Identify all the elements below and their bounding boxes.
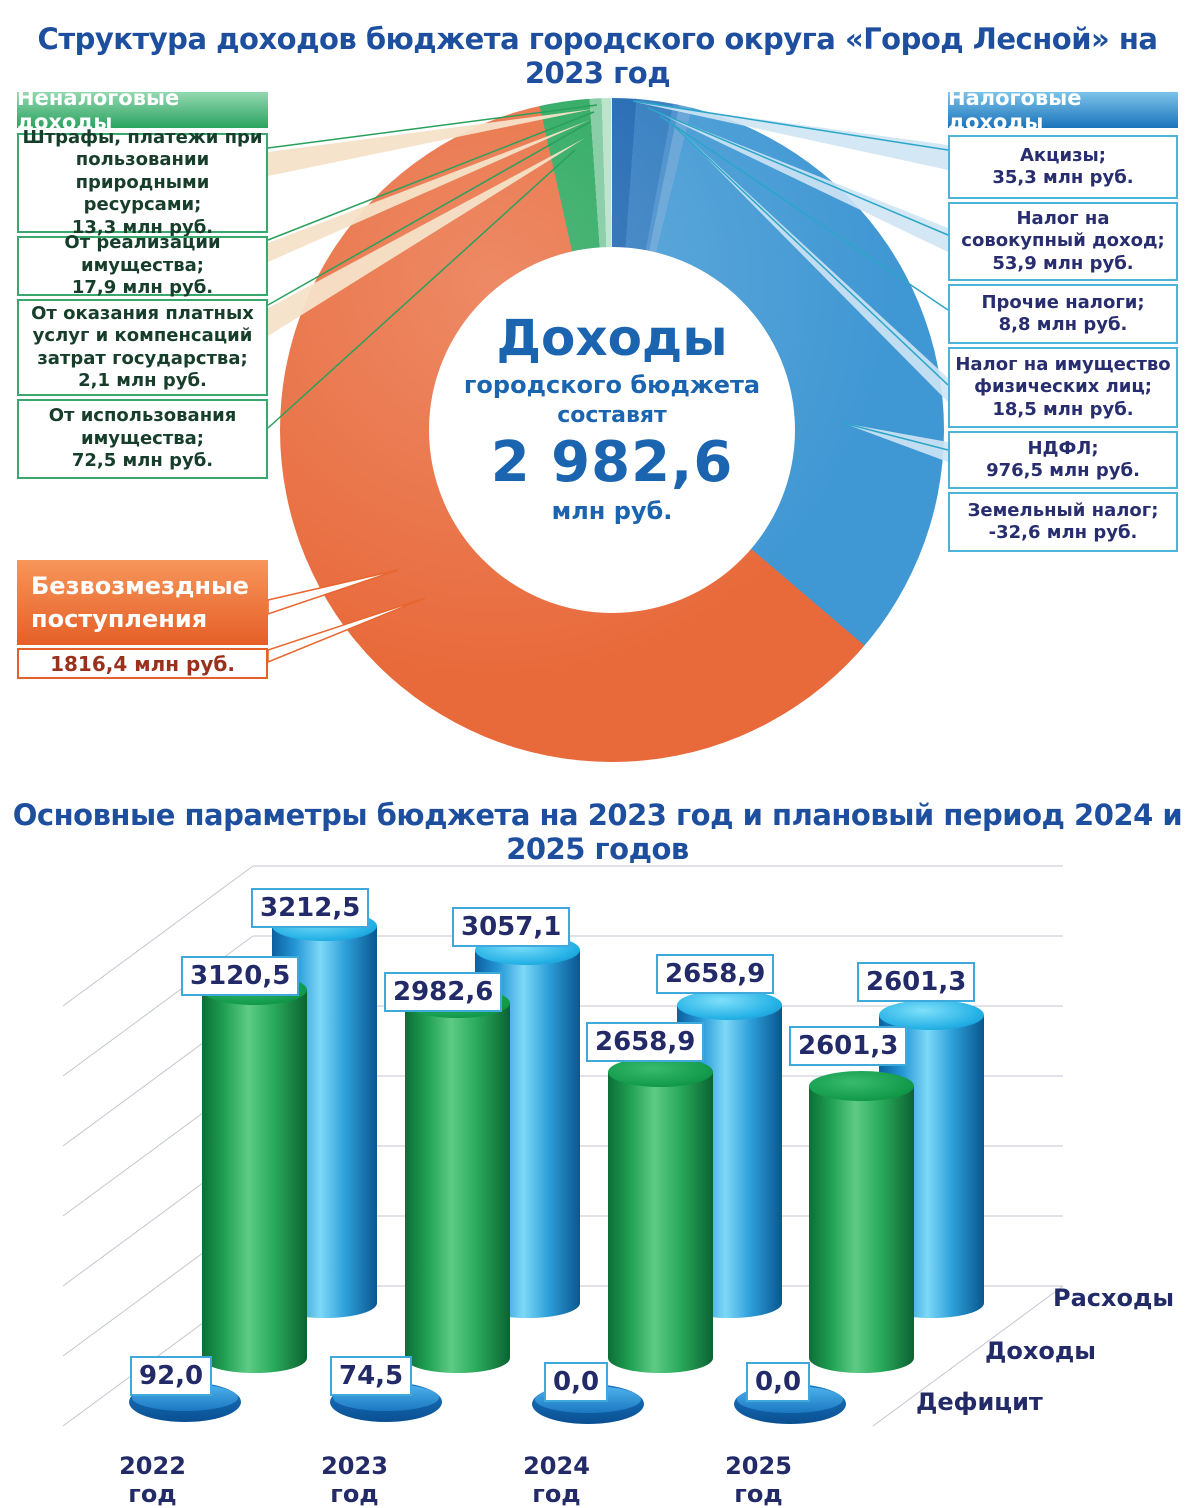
callout-fines: Штрафы, платежи при пользовании природны… (17, 127, 268, 238)
callout-excise: Акцизы; 35,3 млн руб. (948, 135, 1178, 199)
income-value-2022: 3120,5 (181, 956, 300, 996)
year-label-2024: 2024 год (523, 1452, 590, 1508)
callout-label: От оказания платных услуг и компенсаций … (31, 302, 254, 369)
year-label-2022: 2022 год (119, 1452, 186, 1508)
gratuitous-label: Безвозмездные поступления (31, 572, 249, 633)
center-total-value: 2 982,6 (490, 429, 734, 495)
gratuitous-header: Безвозмездные поступления (17, 560, 268, 645)
callout-label: Налог на совокупный доход; (961, 207, 1165, 252)
legend-expenses: Расходы (1053, 1284, 1175, 1312)
income-bar-2024 (608, 1057, 713, 1373)
income-bar-2023 (405, 988, 510, 1373)
legend-deficit: Дефицит (916, 1388, 1043, 1416)
donut-chart-title: Структура доходов бюджета городского окр… (37, 22, 1158, 90)
callout-label: От использования имущества; (48, 405, 237, 449)
deficit-value-2025: 0,0 (746, 1362, 811, 1402)
tax-header: Налоговые доходы (948, 86, 1178, 134)
expense-value-2025: 2601,3 (857, 962, 976, 1002)
callout-value: 13,3 млн руб. (71, 216, 214, 238)
non-tax-header: Неналоговые доходы (17, 86, 268, 134)
deficit-value-2023: 74,5 (330, 1356, 413, 1396)
callout-value: 18,5 млн руб. (992, 398, 1134, 420)
cylinder-cap (879, 1000, 984, 1030)
year-label-2025: 2025 год (725, 1452, 792, 1508)
callout-land-tax: Земельный налог; -32,6 млн руб. (948, 492, 1178, 552)
deficit-value-2022: 92,0 (130, 1356, 213, 1396)
callout-property-use: От использования имущества; 72,5 млн руб… (17, 399, 268, 479)
legend-incomes: Доходы (985, 1337, 1096, 1365)
income-value-2023: 2982,6 (384, 972, 503, 1012)
donut-hole (429, 247, 795, 613)
callout-leader-lines (267, 100, 949, 664)
year-label-2023: 2023 год (321, 1452, 388, 1508)
expense-value-2023: 3057,1 (452, 907, 571, 947)
callout-value: 976,5 млн руб. (986, 460, 1140, 481)
cylinder-cap (809, 1071, 914, 1101)
callout-label: Земельный налог; (967, 499, 1159, 521)
callout-value: 17,9 млн руб. (71, 277, 214, 299)
callout-value: 8,8 млн руб. (998, 314, 1128, 335)
donut-center-text: Доходы городского бюджета составят 2 982… (432, 312, 792, 525)
income-value-2025: 2601,3 (789, 1026, 908, 1066)
callout-other-taxes: Прочие налоги; 8,8 млн руб. (948, 284, 1178, 344)
callout-value: -32,6 млн руб. (988, 522, 1138, 543)
center-line3: составят (557, 402, 667, 428)
callout-label: Прочие налоги; (981, 291, 1145, 313)
cylinder-cap (608, 1057, 713, 1087)
callout-value: 53,9 млн руб. (992, 252, 1134, 274)
callout-label: Штрафы, платежи при пользовании природны… (22, 126, 263, 216)
callout-personal-property-tax: Налог на имущество физических лиц; 18,5 … (948, 347, 1178, 428)
callout-ndfl: НДФЛ; 976,5 млн руб. (948, 431, 1178, 489)
gratuitous-value: 1816,4 млн руб. (17, 648, 268, 679)
callout-value: 2,1 млн руб. (78, 370, 207, 391)
deficit-value-2024: 0,0 (544, 1362, 609, 1402)
callout-paid-services: От оказания платных услуг и компенсаций … (17, 299, 268, 396)
expense-value-2022: 3212,5 (251, 888, 370, 928)
callout-property-sale: От реализации имущества; 17,9 млн руб. (17, 232, 268, 298)
callout-aggregate-income-tax: Налог на совокупный доход; 53,9 млн руб. (948, 202, 1178, 281)
callout-label: НДФЛ; (1027, 437, 1099, 459)
expense-value-2024: 2658,9 (656, 954, 775, 994)
income-value-2024: 2658,9 (586, 1022, 705, 1062)
center-total-unit: млн руб. (551, 496, 673, 525)
callout-label: От реализации имущества; (64, 232, 221, 276)
income-bar-2022 (202, 975, 307, 1373)
center-line2: городского бюджета (463, 370, 761, 399)
callout-value: 72,5 млн руб. (71, 450, 214, 472)
callout-value: 35,3 млн руб. (992, 167, 1134, 188)
callout-label: Налог на имущество физических лиц; (955, 353, 1171, 398)
bar-chart-title: Основные параметры бюджета на 2023 год и… (12, 798, 1183, 866)
center-line1: Доходы (496, 309, 728, 367)
cylinder-cap (677, 990, 782, 1020)
callout-label: Акцизы; (1019, 144, 1107, 166)
income-bar-2025 (809, 1071, 914, 1373)
